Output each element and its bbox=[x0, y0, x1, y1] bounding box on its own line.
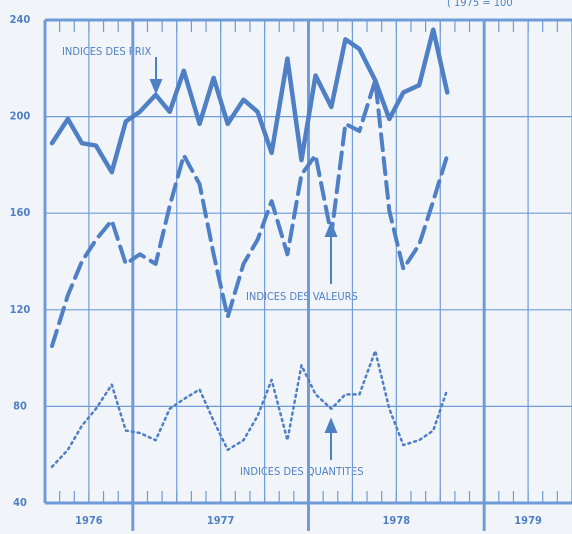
y-tick-label: 240 bbox=[10, 13, 31, 26]
annotation: INDICES DES QUANTITES bbox=[240, 465, 364, 478]
y-tick-label: 200 bbox=[10, 110, 31, 123]
annotation: INDICES DES VALEURS bbox=[246, 290, 358, 303]
y-tick-label: 40 bbox=[13, 496, 27, 509]
y-tick-label: 160 bbox=[10, 206, 31, 219]
x-tick-label: 1979 bbox=[514, 514, 542, 527]
x-tick-label: 1978 bbox=[383, 514, 411, 527]
series-line bbox=[50, 349, 449, 469]
chart-subtitle: ( 1975 = 100 bbox=[447, 0, 513, 9]
y-tick-label: 80 bbox=[13, 399, 27, 412]
x-tick-label: 1976 bbox=[75, 514, 103, 527]
series-line bbox=[49, 27, 450, 175]
y-tick-label: 120 bbox=[10, 303, 31, 316]
annotation: INDICES DES PRIX bbox=[62, 45, 152, 58]
series-line bbox=[50, 78, 450, 349]
x-tick-label: 1977 bbox=[207, 514, 235, 527]
